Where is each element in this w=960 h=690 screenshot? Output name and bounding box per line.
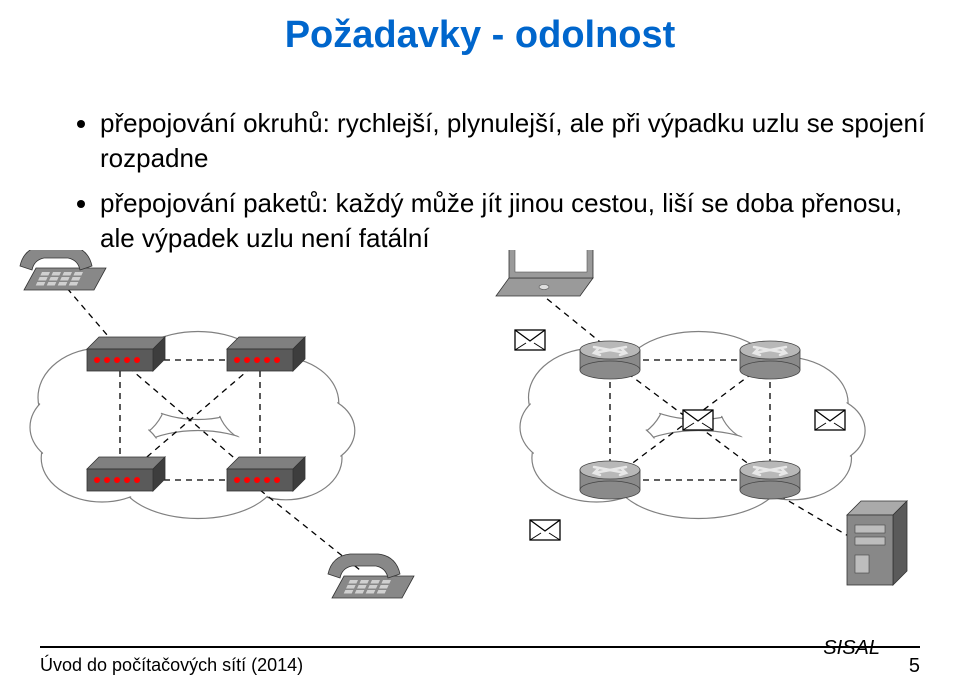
slide-title: Požadavky - odolnost [0,14,960,57]
bullet-item: přepojování paketů: každý může jít jinou… [100,186,940,256]
footer-divider [40,646,920,648]
network-diagram [0,250,960,630]
bullet-item: přepojování okruhů: rychlejší, plynulejš… [100,106,940,176]
footer-right: SISAL [823,637,880,660]
page-number: 5 [909,655,920,678]
bullet-list: přepojování okruhů: rychlejší, plynulejš… [60,106,940,266]
footer-left: Úvod do počítačových sítí (2014) [40,655,303,676]
